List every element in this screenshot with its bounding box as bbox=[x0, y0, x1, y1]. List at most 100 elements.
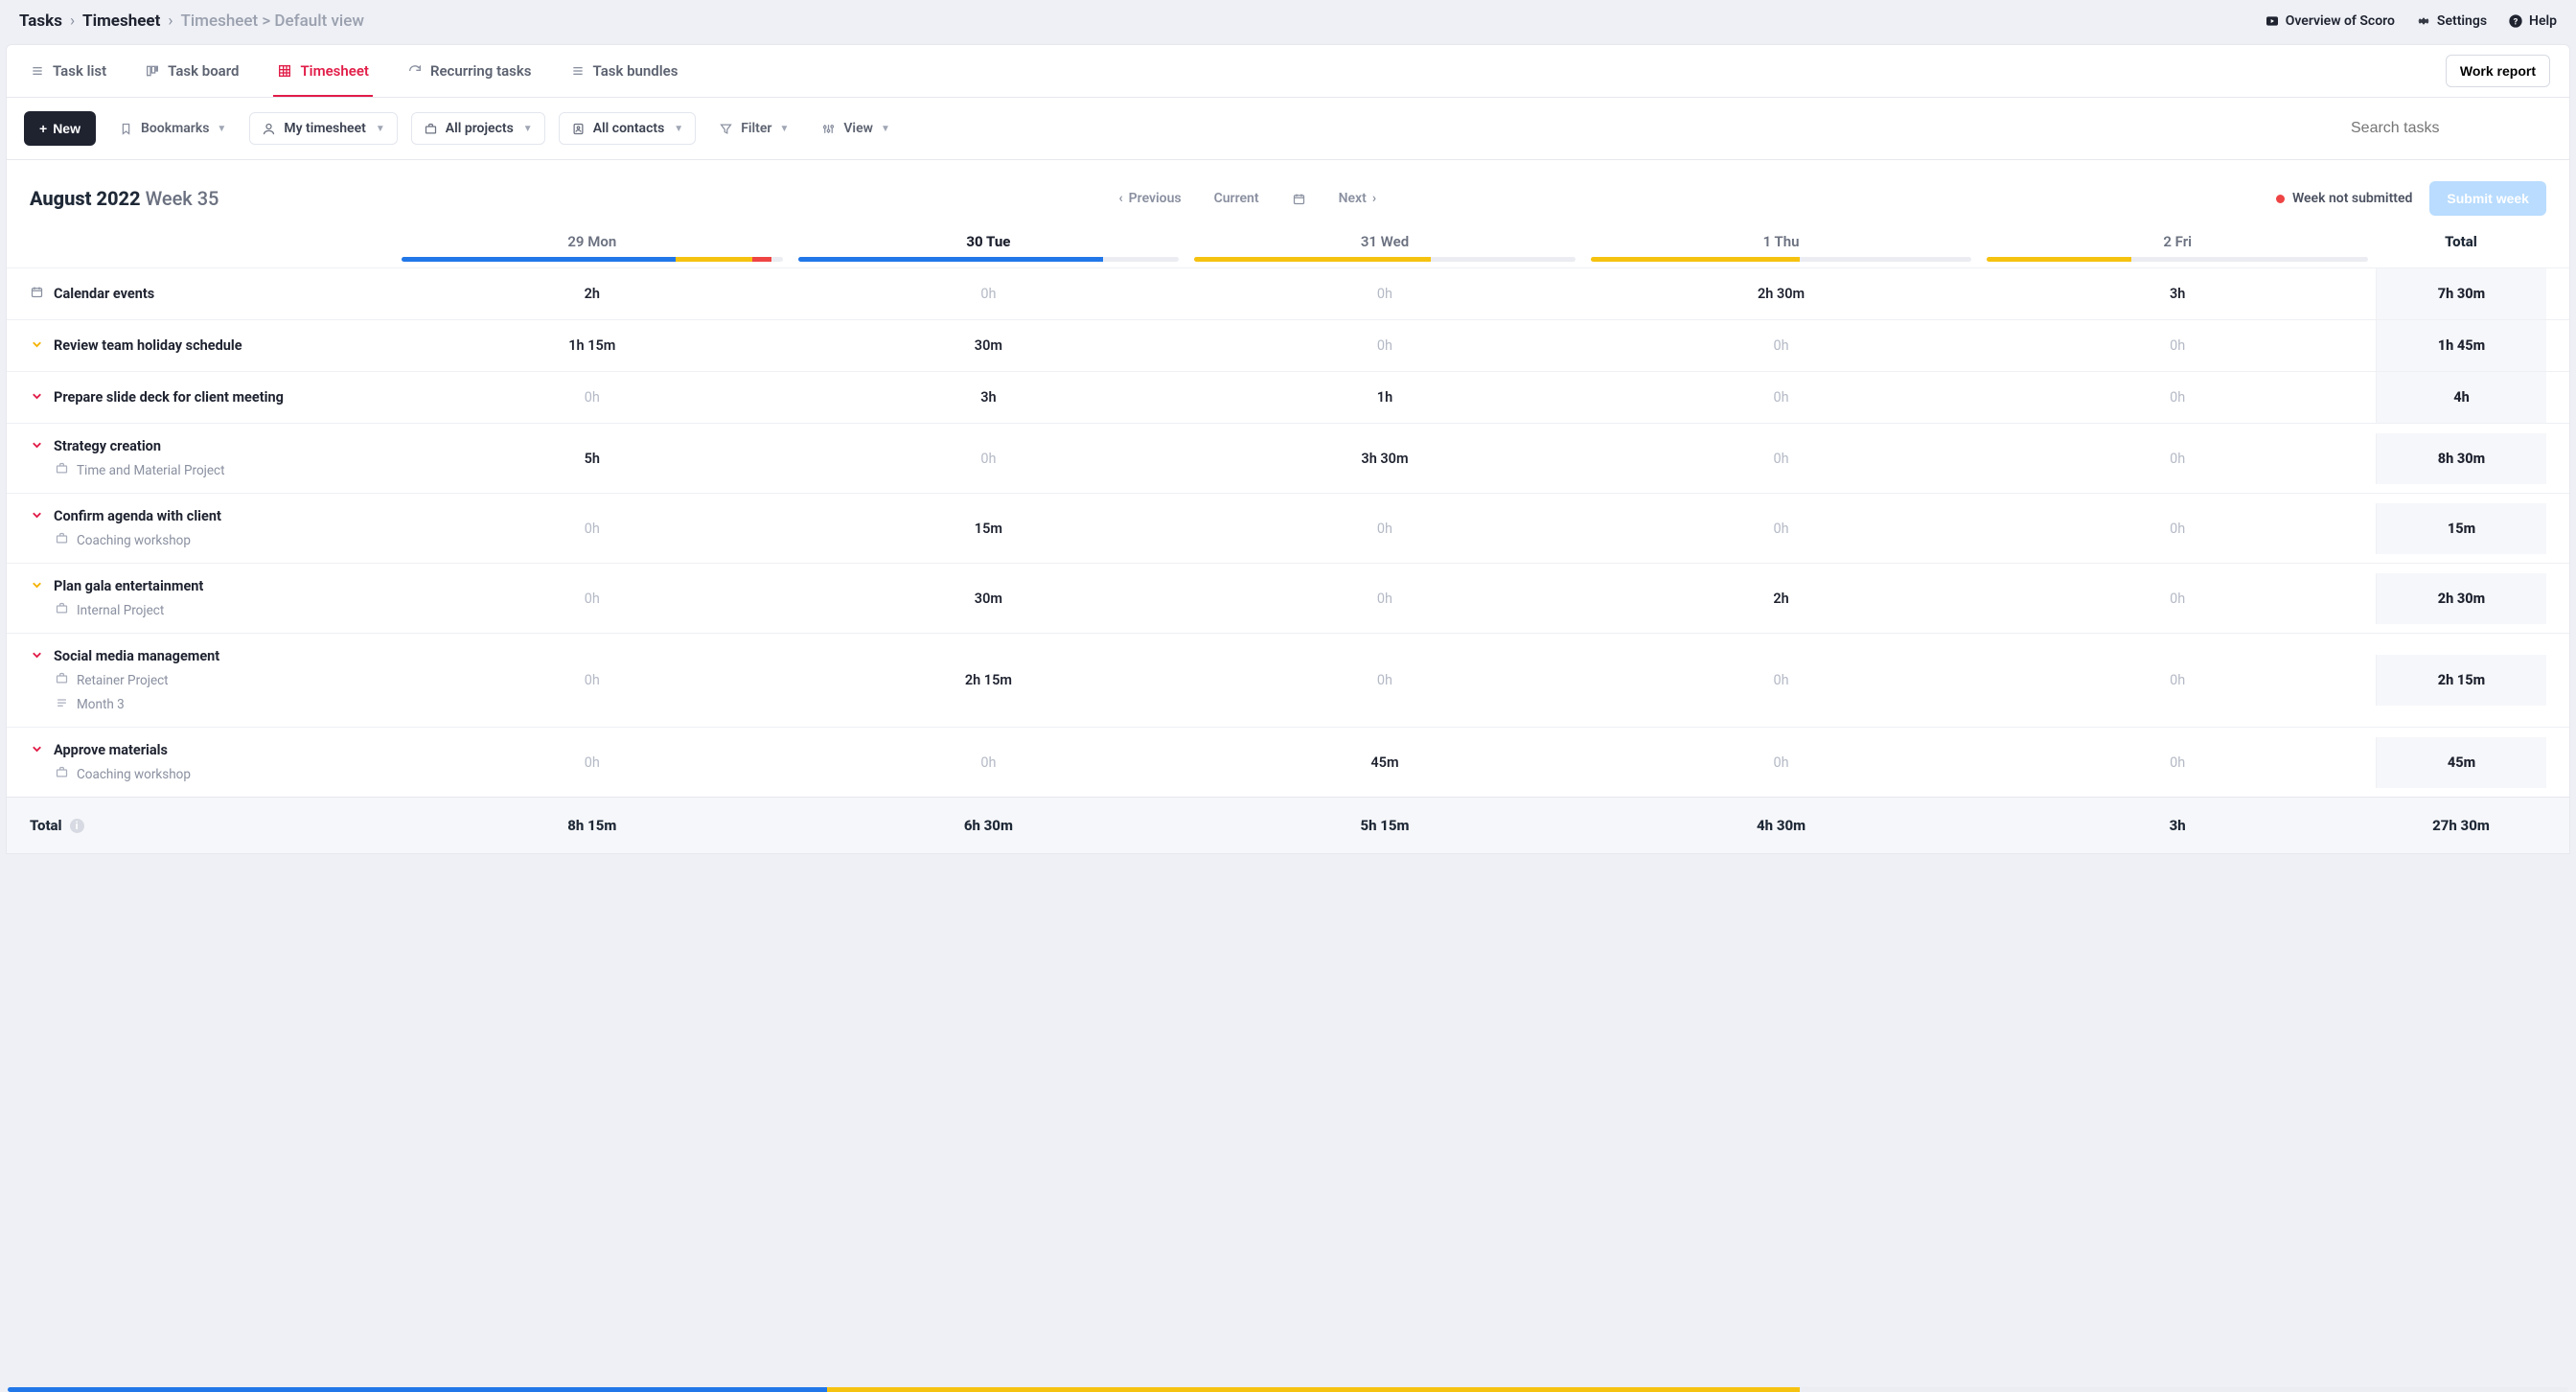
tab-bundles[interactable]: Task bundles bbox=[566, 45, 682, 97]
time-cell[interactable]: 15m bbox=[791, 503, 1187, 554]
tab-task-list[interactable]: Task list bbox=[26, 45, 110, 97]
next-button[interactable]: Next› bbox=[1339, 191, 1376, 206]
time-cell[interactable]: 0h bbox=[1583, 737, 1980, 788]
info-icon[interactable]: i bbox=[70, 819, 84, 833]
timesheet-row[interactable]: Approve materialsCoaching workshop0h0h45… bbox=[7, 727, 2569, 797]
help-link[interactable]: ? Help bbox=[2508, 13, 2557, 29]
row-total: 15m bbox=[2376, 503, 2546, 554]
time-cell[interactable]: 0h bbox=[1583, 503, 1980, 554]
time-cell[interactable]: 0h bbox=[394, 737, 791, 788]
chev-red-icon bbox=[30, 507, 44, 525]
time-cell[interactable]: 0h bbox=[394, 503, 791, 554]
tab-recurring[interactable]: Recurring tasks bbox=[403, 45, 536, 97]
time-cell[interactable]: 2h bbox=[394, 268, 791, 319]
time-cell[interactable]: 0h bbox=[1186, 268, 1583, 319]
filter-dropdown[interactable]: Filter▼ bbox=[709, 113, 798, 144]
search-input[interactable] bbox=[2341, 112, 2552, 145]
time-cell[interactable]: 2h bbox=[1583, 573, 1980, 624]
time-cell[interactable]: 0h bbox=[1583, 320, 1980, 371]
work-report-button[interactable]: Work report bbox=[2446, 55, 2550, 87]
time-cell[interactable]: 0h bbox=[394, 655, 791, 706]
time-cell[interactable]: 2h 30m bbox=[1583, 268, 1980, 319]
time-cell[interactable]: 0h bbox=[394, 372, 791, 423]
tab-timesheet[interactable]: Timesheet bbox=[273, 45, 372, 97]
day-header[interactable]: 1 Thu bbox=[1583, 233, 1980, 262]
overview-link[interactable]: Overview of Scoro bbox=[2265, 13, 2395, 29]
time-cell[interactable]: 0h bbox=[1186, 655, 1583, 706]
timesheet-row[interactable]: Review team holiday schedule1h 15m30m0h0… bbox=[7, 319, 2569, 371]
day-total: 3h bbox=[1979, 798, 2376, 853]
time-cell[interactable]: 3h 30m bbox=[1186, 433, 1583, 484]
day-header[interactable]: 31 Wed bbox=[1186, 233, 1583, 262]
timesheet-row[interactable]: Confirm agenda with clientCoaching works… bbox=[7, 493, 2569, 563]
time-cell[interactable]: 0h bbox=[791, 737, 1187, 788]
capacity-bar bbox=[1591, 257, 1972, 262]
time-cell[interactable]: 0h bbox=[394, 573, 791, 624]
time-cell[interactable]: 0h bbox=[1979, 655, 2376, 706]
time-cell[interactable]: 45m bbox=[1186, 737, 1583, 788]
breadcrumb-trail: Timesheet > Default view bbox=[180, 12, 364, 31]
submit-week-button[interactable]: Submit week bbox=[2429, 181, 2546, 216]
time-cell[interactable]: 5h bbox=[394, 433, 791, 484]
time-cell[interactable]: 1h bbox=[1186, 372, 1583, 423]
time-cell[interactable]: 3h bbox=[1979, 268, 2376, 319]
time-cell[interactable]: 0h bbox=[1979, 433, 2376, 484]
timesheet-row[interactable]: Prepare slide deck for client meeting0h3… bbox=[7, 371, 2569, 423]
time-cell[interactable]: 0h bbox=[1583, 433, 1980, 484]
status-dot-icon bbox=[2276, 195, 2285, 203]
time-cell[interactable]: 0h bbox=[1186, 320, 1583, 371]
day-header[interactable]: 29 Mon bbox=[394, 233, 791, 262]
time-cell[interactable]: 0h bbox=[1979, 737, 2376, 788]
task-title: Prepare slide deck for client meeting bbox=[54, 389, 284, 406]
breadcrumb-root[interactable]: Tasks bbox=[19, 12, 62, 31]
day-header[interactable]: 30 Tue bbox=[791, 233, 1187, 262]
timesheet-row[interactable]: Calendar events2h0h0h2h 30m3h7h 30m bbox=[7, 267, 2569, 319]
current-button[interactable]: Current bbox=[1214, 191, 1259, 206]
calendar-picker[interactable] bbox=[1292, 192, 1306, 206]
task-title: Approve materials bbox=[54, 742, 168, 758]
time-cell[interactable]: 1h 15m bbox=[394, 320, 791, 371]
task-subline: Time and Material Project bbox=[55, 461, 394, 479]
calendar-icon bbox=[1292, 192, 1306, 206]
time-cell[interactable]: 0h bbox=[1979, 320, 2376, 371]
time-cell[interactable]: 0h bbox=[1979, 503, 2376, 554]
breadcrumb-section[interactable]: Timesheet bbox=[82, 12, 160, 31]
contacts-dropdown[interactable]: All contacts▼ bbox=[559, 112, 696, 145]
briefcase-icon bbox=[424, 122, 438, 136]
total-header: Total bbox=[2376, 233, 2546, 262]
chevron-right-icon: › bbox=[1372, 191, 1376, 206]
svg-text:?: ? bbox=[2514, 16, 2518, 27]
time-cell[interactable]: 0h bbox=[1979, 573, 2376, 624]
projects-dropdown[interactable]: All projects▼ bbox=[411, 112, 545, 145]
time-cell[interactable]: 2h 15m bbox=[791, 655, 1187, 706]
new-button[interactable]: + New bbox=[24, 111, 96, 146]
time-cell[interactable]: 0h bbox=[791, 268, 1187, 319]
time-cell[interactable]: 0h bbox=[1583, 655, 1980, 706]
tab-task-board[interactable]: Task board bbox=[141, 45, 242, 97]
settings-link[interactable]: Settings bbox=[2416, 13, 2487, 29]
chev-yellow-icon bbox=[30, 577, 44, 595]
bookmarks-dropdown[interactable]: Bookmarks▼ bbox=[109, 113, 236, 144]
board-icon bbox=[145, 63, 160, 79]
view-dropdown[interactable]: View▼ bbox=[812, 113, 900, 144]
day-total: 6h 30m bbox=[791, 798, 1187, 853]
briefcase-icon bbox=[55, 765, 69, 783]
time-cell[interactable]: 0h bbox=[1979, 372, 2376, 423]
chevron-down-icon: ▼ bbox=[217, 124, 226, 134]
time-cell[interactable]: 3h bbox=[791, 372, 1187, 423]
time-cell[interactable]: 0h bbox=[1186, 503, 1583, 554]
time-cell[interactable]: 0h bbox=[791, 433, 1187, 484]
gear-icon bbox=[2416, 13, 2431, 29]
timesheet-row[interactable]: Plan gala entertainmentInternal Project0… bbox=[7, 563, 2569, 633]
day-header[interactable]: 2 Fri bbox=[1979, 233, 2376, 262]
time-cell[interactable]: 30m bbox=[791, 320, 1187, 371]
time-cell[interactable]: 0h bbox=[1186, 573, 1583, 624]
my-timesheet-dropdown[interactable]: My timesheet▼ bbox=[249, 112, 397, 145]
timesheet-row[interactable]: Strategy creationTime and Material Proje… bbox=[7, 423, 2569, 493]
timesheet-row[interactable]: Social media managementRetainer ProjectM… bbox=[7, 633, 2569, 727]
previous-button[interactable]: ‹Previous bbox=[1118, 191, 1181, 206]
bookmark-icon bbox=[119, 122, 133, 136]
time-cell[interactable]: 0h bbox=[1583, 372, 1980, 423]
row-total: 2h 15m bbox=[2376, 655, 2546, 706]
time-cell[interactable]: 30m bbox=[791, 573, 1187, 624]
